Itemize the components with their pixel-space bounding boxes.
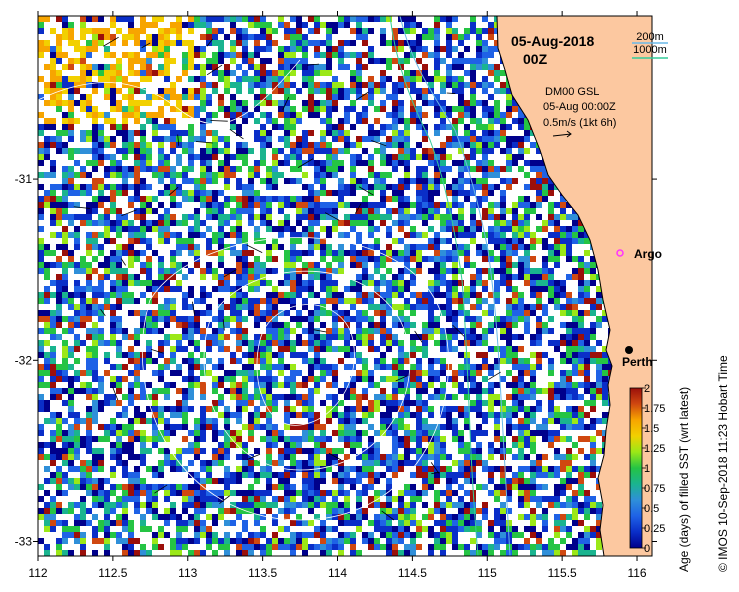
eddy-contour <box>142 237 449 521</box>
x-tick-label: 116 <box>627 566 646 580</box>
x-axis: 112 112.5 113 113.5 114 114.5 115 115.5 116 <box>28 11 647 580</box>
argo-label: Argo <box>634 247 662 261</box>
current-info-source: DM00 GSL <box>545 86 599 98</box>
colorbar-ticks: 2 1.75 1.5 1.25 1 0.75 0.5 0.25 0 <box>642 383 665 555</box>
y-axis: -31 -32 -33 <box>15 172 657 549</box>
x-tick-label: 115.5 <box>548 566 577 580</box>
colorbar-tick-label: 0.75 <box>644 483 665 495</box>
land-area <box>496 16 652 556</box>
colorbar-bar <box>629 387 643 549</box>
x-tick-label: 114 <box>328 566 347 580</box>
x-tick-label: 112.5 <box>98 566 127 580</box>
y-tick-label: -32 <box>15 353 33 367</box>
perth-marker-icon <box>625 346 633 354</box>
depth-legend-200m-label: 200m <box>636 31 664 43</box>
place-argo: Argo <box>616 247 662 261</box>
eddy-contour <box>203 270 411 471</box>
x-tick-label: 114.5 <box>398 566 427 580</box>
current-info-time: 05-Aug 00:00Z <box>543 101 616 113</box>
contour-200m <box>399 16 511 556</box>
current-vectors <box>73 36 501 521</box>
credit-text: © IMOS 10-Sep-2018 11:23 Hobart Time <box>716 355 730 572</box>
colorbar-tick-label: 2 <box>644 383 650 395</box>
depth-legend-1000m-label: 1000m <box>633 44 667 56</box>
colorbar-title: Age (days) of filled SST (wrt latest) <box>677 387 691 572</box>
depth-contours <box>38 16 511 556</box>
colorbar-tick-label: 0.5 <box>644 503 659 515</box>
title-date: 05-Aug-2018 <box>511 33 594 49</box>
colorbar-tick-label: 0 <box>644 543 650 555</box>
x-tick-label: 113.5 <box>248 566 277 580</box>
contour-1000m <box>389 16 479 556</box>
x-tick-label: 112 <box>28 566 47 580</box>
place-perth: Perth <box>622 346 653 369</box>
colorbar-tick-label: 0.25 <box>644 523 665 535</box>
scale-arrow-icon <box>552 130 572 138</box>
colorbar: 2 1.75 1.5 1.25 1 0.75 0.5 0.25 0 Age (days) of … <box>629 383 691 572</box>
current-contour <box>38 59 301 125</box>
plot-frame <box>37 15 653 557</box>
colorbar-tick-label: 1.25 <box>644 443 665 455</box>
eddy-contour <box>256 304 355 426</box>
x-tick-label: 113 <box>178 566 197 580</box>
colorbar-tick-label: 1.5 <box>644 423 659 435</box>
perth-label: Perth <box>622 355 653 369</box>
x-tick-label: 115 <box>478 566 497 580</box>
depth-legend: 200m 1000m <box>632 31 668 59</box>
argo-marker-icon <box>616 249 624 257</box>
current-info-scale: 0.5m/s (1kt 6h) <box>543 117 616 129</box>
map-title: 05-Aug-2018 00Z <box>511 33 594 67</box>
title-time: 00Z <box>523 51 548 67</box>
y-tick-label: -31 <box>15 172 33 186</box>
current-info: DM00 GSL 05-Aug 00:00Z 0.5m/s (1kt 6h) <box>543 86 616 138</box>
colorbar-tick-label: 1.75 <box>644 403 665 415</box>
colorbar-tick-label: 1 <box>644 463 650 475</box>
y-tick-label: -33 <box>15 535 33 549</box>
